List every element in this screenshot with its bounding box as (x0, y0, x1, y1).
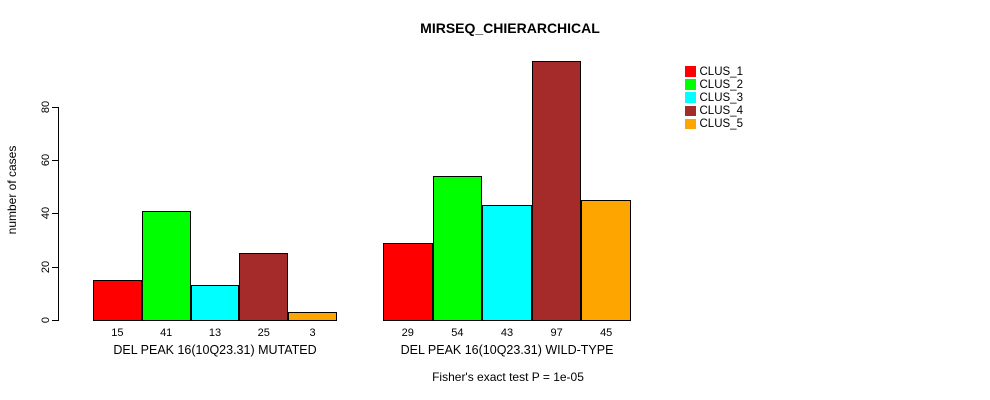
legend-item: CLUS_2 (685, 79, 743, 91)
legend-label: CLUS_5 (699, 117, 743, 130)
legend-swatch-clus_3 (685, 92, 696, 103)
legend-item: CLUS_1 (685, 66, 743, 78)
legend-item: CLUS_4 (685, 105, 743, 117)
y-axis-tick (52, 213, 59, 215)
bar-clus_5 (288, 312, 337, 321)
bar-clus_3 (190, 285, 240, 321)
legend-swatch-clus_2 (685, 79, 696, 90)
legend-label: CLUS_2 (699, 78, 743, 91)
legend-label: CLUS_1 (699, 65, 743, 78)
legend-item: CLUS_5 (685, 118, 743, 130)
bar-value-label: 25 (257, 327, 270, 339)
bar-value-label: 45 (600, 327, 613, 339)
bar-value-label: 41 (160, 327, 173, 339)
bar-clus_2 (141, 210, 191, 321)
bar-clus_2 (432, 175, 483, 321)
legend-swatch-clus_1 (685, 66, 696, 77)
y-axis-label: number of cases (5, 145, 19, 235)
bar-value-label: 15 (111, 327, 124, 339)
chart-title: MIRSEQ_CHIERARCHICAL (420, 20, 600, 36)
bar-clus_5 (581, 199, 631, 321)
y-axis-tick (52, 320, 59, 321)
footnote: Fisher's exact test P = 1e-05 (432, 370, 584, 384)
y-axis-tick (52, 266, 59, 268)
bar-clus_4 (239, 253, 289, 321)
y-axis-tick-label: 60 (40, 153, 52, 167)
y-axis-tick-label: 20 (40, 260, 52, 273)
legend-label: CLUS_3 (699, 91, 743, 104)
bar-clus_4 (531, 61, 582, 321)
bar-value-label: 3 (309, 327, 316, 339)
legend-swatch-clus_5 (685, 118, 696, 130)
bar-value-label: 13 (208, 327, 222, 339)
y-axis-tick-label: 40 (40, 207, 52, 220)
y-axis-tick (52, 106, 59, 108)
bar-clus_1 (93, 280, 142, 321)
legend-label: CLUS_4 (699, 104, 743, 117)
bar-value-label: 54 (451, 327, 464, 339)
bar-value-label: 97 (550, 327, 563, 339)
y-axis-tick-label: 80 (40, 100, 52, 113)
category-label: DEL PEAK 16(10Q23.31) MUTATED (113, 343, 317, 357)
y-axis-tick (52, 159, 59, 161)
bar-clus_3 (482, 205, 532, 321)
bar-value-label: 43 (500, 327, 514, 339)
legend-item: CLUS_3 (685, 92, 743, 104)
y-axis-tick-label: 0 (40, 316, 52, 324)
bar-clus_1 (383, 242, 433, 321)
category-label: DEL PEAK 16(10Q23.31) WILD-TYPE (400, 343, 614, 357)
bar-value-label: 29 (401, 327, 414, 339)
legend-swatch-clus_4 (685, 105, 696, 117)
